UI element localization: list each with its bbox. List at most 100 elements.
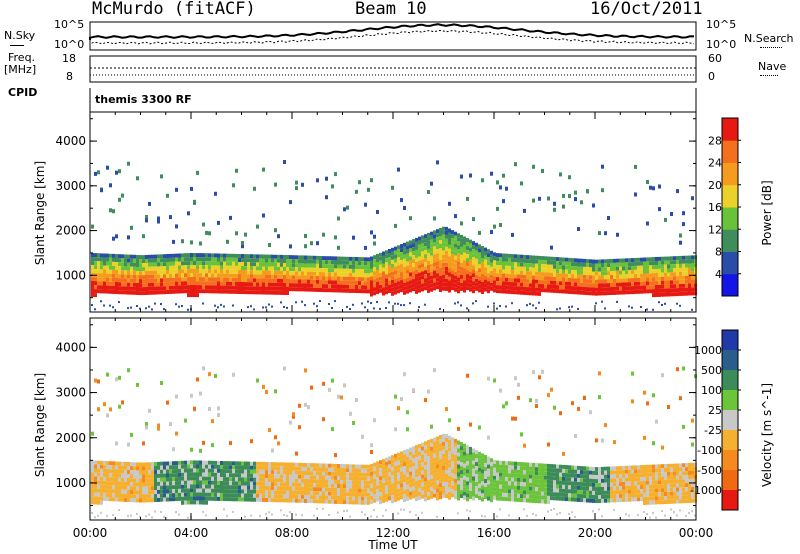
power-cell [445,226,448,231]
power-cell [346,276,349,281]
power-cell [361,281,364,286]
power-cell [634,277,637,282]
power-scatter-cell [577,227,580,231]
power-cell [520,278,523,283]
velocity-cell [520,478,523,483]
velocity-cell [127,482,130,486]
power-cell [277,278,280,283]
near-range-cell [553,507,555,510]
power-cell [148,278,151,283]
power-cell [229,253,232,258]
near-range-cell [346,509,348,512]
power-cell [424,270,427,275]
velocity-cell [280,478,283,483]
velocity-cell [226,473,229,478]
velocity-cell [301,486,304,491]
velocity-cell [256,465,259,470]
power-cell [463,264,466,269]
power-cell [214,257,217,262]
power-cell [691,271,694,276]
noise-right-tick-top: 10^5 [706,18,737,31]
velocity-cell [280,474,283,479]
velocity-cell [562,492,565,497]
power-cell [667,256,670,261]
power-cell [457,273,460,278]
velocity-cell [472,468,475,473]
velocity-cell [481,469,484,474]
power-cell [97,289,100,294]
power-cell [523,278,526,283]
power-cell [670,260,673,265]
near-range-cell [496,307,498,310]
power-cell [157,274,160,279]
power-cell [490,282,493,287]
near-range-cell [271,305,273,308]
velocity-cell [304,491,307,495]
power-cell [640,257,643,262]
velocity-cell [499,464,502,469]
velocity-cell [565,497,568,502]
power-cell [133,278,136,283]
velocity-cell [484,471,487,475]
colorbar-swatch [722,430,738,451]
power-cell [160,278,163,283]
velocity-cell [508,461,511,466]
power-cell [193,253,196,257]
power-cell [427,252,430,257]
power-cell [178,285,181,290]
velocity-cell [433,445,436,450]
power-scatter-cell [169,215,172,220]
power-cell [304,279,307,284]
power-cell [301,259,304,264]
power-cell [157,286,160,291]
velocity-cell [661,496,664,501]
velocity-cell [175,473,178,478]
velocity-cell [124,493,127,498]
power-cell [292,263,295,268]
velocity-cell [430,486,433,491]
power-cell [628,274,631,279]
power-cell [301,263,304,268]
velocity-cell [523,478,526,483]
power-cell [100,253,103,258]
velocity-cell [415,445,418,450]
power-cell [676,268,679,273]
power-cell [592,279,595,284]
power-scatter-cell [205,230,208,235]
power-cell [121,266,124,271]
power-cell [190,289,193,293]
power-cell [604,291,607,296]
power-cell [580,278,583,283]
power-cell [259,282,262,287]
velocity-cell [445,442,448,446]
velocity-scatter-cell [229,441,232,446]
near-range-cell [265,306,267,309]
power-cell [625,258,628,263]
velocity-cell [280,490,283,495]
velocity-cell [178,468,181,473]
velocity-cell [484,479,487,483]
power-cell [346,288,349,293]
power-cell [121,286,124,291]
power-cell [232,273,235,278]
velocity-cell [496,480,499,485]
velocity-cell [259,477,262,482]
velocity-cell [205,492,208,497]
velocity-cell [187,496,190,501]
power-cell [388,285,391,289]
power-cell [559,269,562,274]
velocity-cell [661,464,664,469]
velocity-cell [478,475,481,480]
velocity-cell [289,482,292,487]
velocity-scatter-cell [211,443,214,448]
velocity-cell [334,499,337,504]
velocity-cell [529,478,532,483]
power-cell [676,280,679,285]
power-cell [91,289,94,293]
velocity-cell [148,482,151,487]
velocity-cell [256,473,259,478]
power-cell [286,283,289,287]
power-cell [457,237,460,242]
power-cell [169,253,172,258]
power-cell [277,274,280,279]
